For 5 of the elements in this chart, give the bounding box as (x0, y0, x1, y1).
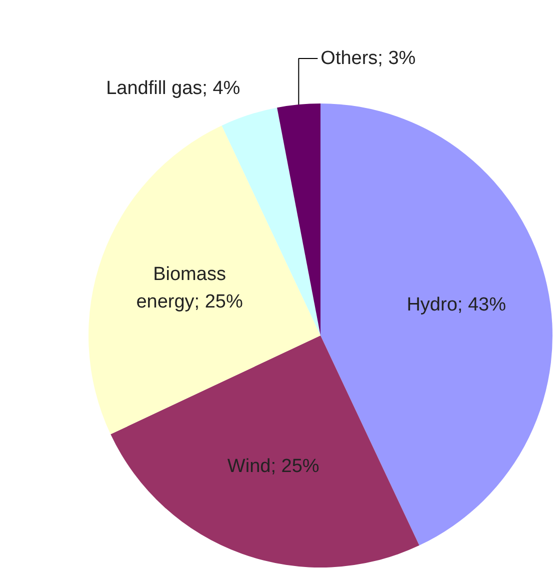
slice-label: Others; 3% (320, 48, 416, 69)
slice-label: Wind; 25% (227, 456, 320, 477)
slice-label: Biomass energy; 25% (136, 264, 243, 312)
slice-label: Landfill gas; 4% (106, 78, 240, 99)
slice-label: Hydro; 43% (406, 294, 506, 316)
